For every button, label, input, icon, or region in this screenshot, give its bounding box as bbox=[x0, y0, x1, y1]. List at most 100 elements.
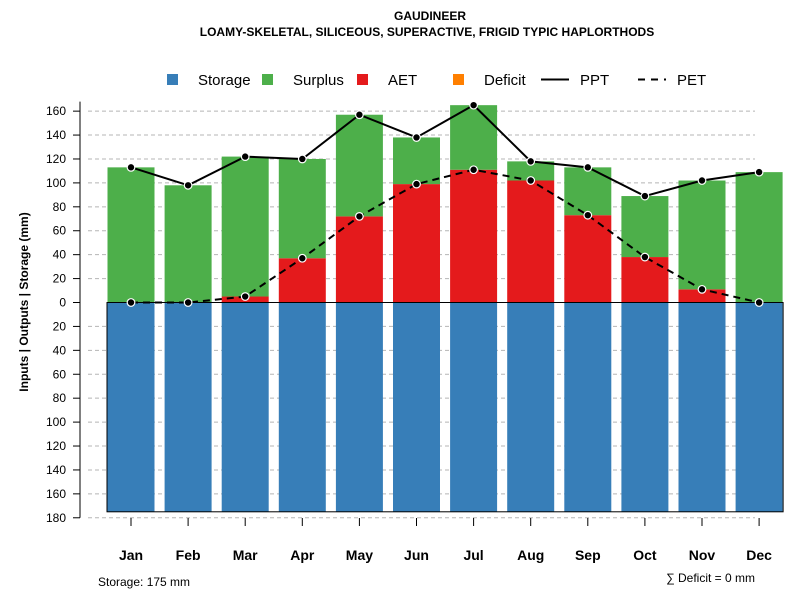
point-ppt-sep bbox=[583, 162, 593, 172]
bar-aet-may bbox=[335, 216, 383, 303]
x-tick-label-jul: Jul bbox=[463, 547, 483, 563]
bar-storage-jun bbox=[393, 302, 440, 512]
point-ppt-may bbox=[355, 110, 364, 120]
bar-storage-mar bbox=[221, 302, 269, 512]
point-pet-jan bbox=[126, 298, 136, 307]
point-pet-aug bbox=[526, 176, 536, 185]
bar-surplus-jan bbox=[107, 167, 155, 303]
point-pet-dec bbox=[754, 298, 764, 307]
bar-storage-jul bbox=[450, 302, 498, 512]
legend-swatch-deficit bbox=[453, 74, 464, 85]
point-pet-may bbox=[355, 211, 364, 221]
y-tick-label: 160 bbox=[46, 487, 66, 501]
point-ppt-nov bbox=[697, 176, 707, 185]
point-pet-mar bbox=[240, 292, 250, 301]
bars-group bbox=[106, 105, 784, 513]
bar-storage-oct bbox=[621, 302, 669, 512]
point-ppt-mar bbox=[240, 152, 250, 161]
y-tick-label: 20 bbox=[53, 319, 67, 333]
bar-aet-aug bbox=[507, 180, 555, 303]
bar-surplus-jun bbox=[393, 137, 440, 185]
x-tick-label-aug: Aug bbox=[517, 547, 544, 563]
legend-label-surplus: Surplus bbox=[293, 72, 344, 89]
point-ppt-aug bbox=[526, 156, 536, 166]
bar-aet-jun bbox=[393, 184, 440, 303]
bar-aet-apr bbox=[278, 258, 326, 303]
point-ppt-apr bbox=[297, 154, 307, 164]
bar-storage-dec bbox=[735, 302, 783, 512]
y-tick-label: 140 bbox=[46, 463, 66, 477]
axes-group: 0 20 40 60 80 100 120 140 160 20 40 60 80 100 120 140 16… bbox=[46, 101, 772, 563]
y-tick-label: 100 bbox=[46, 176, 66, 190]
bar-surplus-jul bbox=[450, 105, 498, 170]
legend: Storage Surplus AET Deficit PPT PET bbox=[167, 72, 706, 89]
bar-surplus-feb bbox=[164, 185, 212, 303]
y-tick-label: 0 bbox=[59, 296, 66, 310]
y-tick-label: 40 bbox=[53, 343, 67, 357]
legend-swatch-surplus bbox=[262, 74, 273, 85]
bar-aet-jul bbox=[450, 169, 498, 303]
lines-group bbox=[126, 100, 764, 307]
bar-storage-sep bbox=[564, 302, 612, 512]
x-tick-label-jan: Jan bbox=[119, 547, 143, 563]
y-tick-label: 80 bbox=[53, 200, 67, 214]
legend-label-deficit: Deficit bbox=[484, 72, 527, 89]
y-tick-label: 160 bbox=[46, 104, 66, 118]
y-tick-label: 60 bbox=[53, 367, 67, 381]
y-tick-label: 40 bbox=[53, 248, 67, 262]
bar-storage-jan bbox=[107, 302, 155, 512]
y-tick-label: 120 bbox=[46, 152, 66, 166]
x-tick-label-dec: Dec bbox=[746, 547, 772, 563]
point-pet-jun bbox=[412, 179, 421, 189]
bar-surplus-dec bbox=[735, 172, 783, 303]
x-tick-label-oct: Oct bbox=[633, 547, 657, 563]
bar-aet-oct bbox=[621, 257, 669, 303]
bar-aet-sep bbox=[564, 215, 612, 303]
point-ppt-jan bbox=[126, 162, 136, 172]
storage-note: Storage: 175 mm bbox=[98, 575, 190, 589]
deficit-note: ∑ Deficit = 0 mm bbox=[666, 571, 755, 585]
chart-title: GAUDINEER bbox=[394, 9, 466, 23]
point-pet-oct bbox=[640, 252, 650, 262]
bar-storage-aug bbox=[507, 302, 555, 512]
bar-storage-may bbox=[335, 302, 383, 512]
bar-storage-feb bbox=[164, 302, 212, 512]
point-ppt-dec bbox=[754, 167, 764, 177]
legend-swatch-storage bbox=[167, 74, 178, 85]
point-ppt-jun bbox=[412, 133, 421, 142]
legend-label-ppt: PPT bbox=[580, 72, 609, 89]
legend-swatch-aet bbox=[357, 74, 368, 85]
point-ppt-feb bbox=[183, 180, 193, 190]
legend-label-storage: Storage bbox=[198, 72, 251, 89]
bar-surplus-aug bbox=[507, 161, 555, 181]
y-tick-label: 20 bbox=[53, 272, 67, 286]
point-pet-jul bbox=[469, 165, 479, 175]
x-tick-label-sep: Sep bbox=[575, 547, 601, 563]
bar-surplus-mar bbox=[221, 156, 269, 297]
bar-surplus-may bbox=[335, 114, 383, 217]
x-tick-label-jun: Jun bbox=[404, 547, 429, 563]
y-tick-label: 140 bbox=[46, 128, 66, 142]
bar-storage-nov bbox=[678, 302, 726, 512]
point-pet-sep bbox=[583, 210, 593, 220]
y-tick-label: 180 bbox=[46, 511, 66, 525]
line-pet bbox=[131, 168, 760, 304]
y-tick-label: 80 bbox=[53, 391, 67, 405]
chart-subtitle: LOAMY-SKELETAL, SILICEOUS, SUPERACTIVE, … bbox=[200, 25, 654, 39]
x-tick-label-mar: Mar bbox=[233, 547, 258, 563]
point-ppt-oct bbox=[640, 191, 650, 201]
bar-storage-apr bbox=[278, 302, 326, 512]
bar-surplus-oct bbox=[621, 196, 669, 258]
point-pet-feb bbox=[183, 298, 193, 307]
y-axis-label: Inputs | Outputs | Storage (mm) bbox=[17, 212, 31, 391]
point-pet-nov bbox=[697, 284, 707, 294]
point-pet-apr bbox=[297, 253, 307, 263]
y-tick-label: 120 bbox=[46, 439, 66, 453]
x-tick-label-nov: Nov bbox=[689, 547, 716, 563]
legend-label-aet: AET bbox=[388, 72, 417, 89]
y-tick-label: 60 bbox=[53, 224, 67, 238]
bar-surplus-nov bbox=[678, 180, 726, 290]
x-tick-label-apr: Apr bbox=[290, 547, 315, 563]
y-tick-label: 100 bbox=[46, 415, 66, 429]
